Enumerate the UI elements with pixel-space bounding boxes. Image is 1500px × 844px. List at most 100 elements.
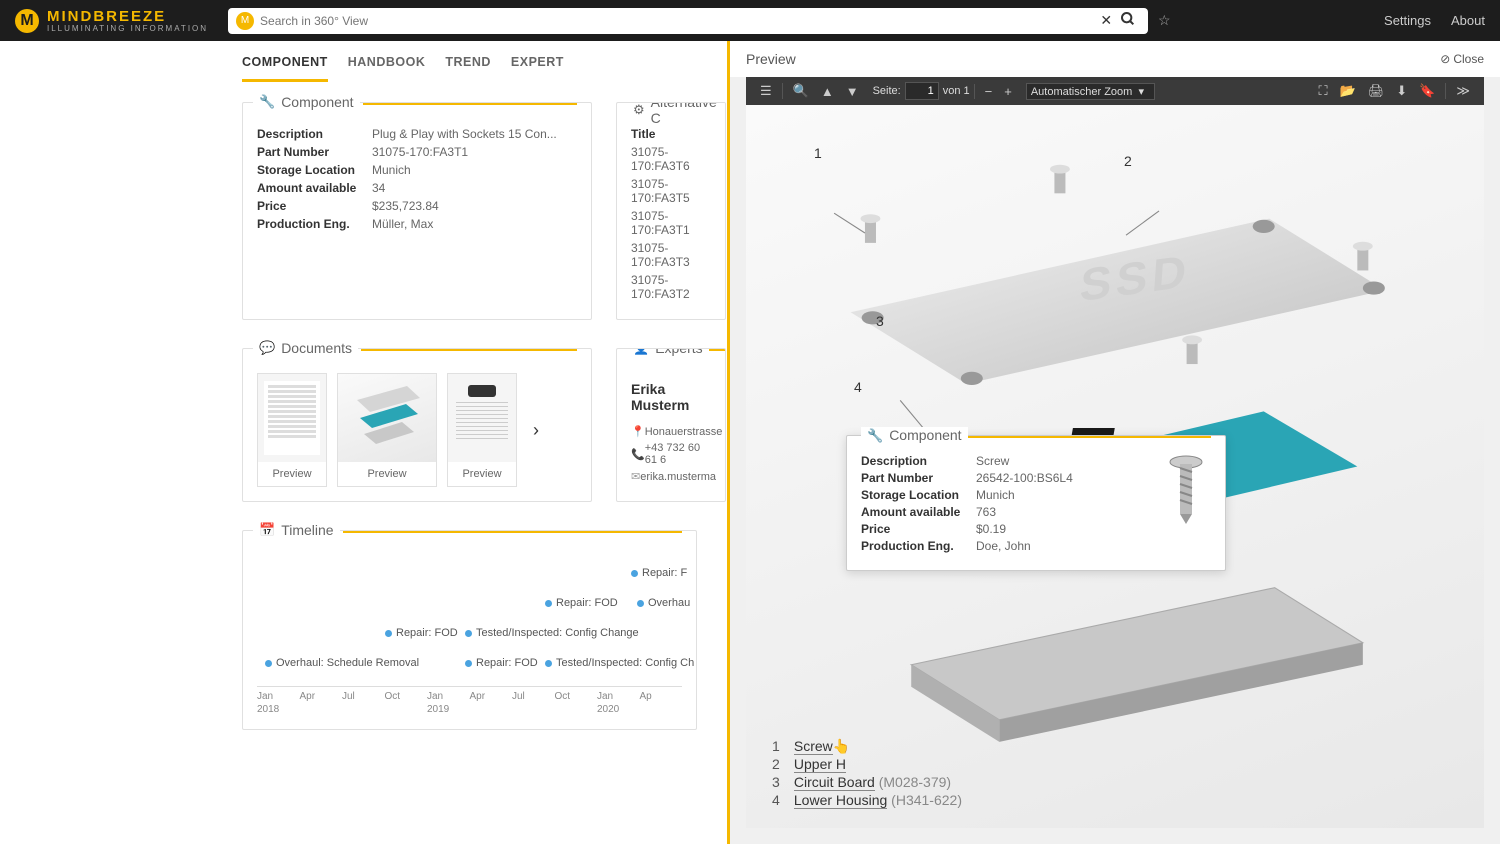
bookmark-icon[interactable]: 🔖 (1413, 83, 1441, 99)
page-up-icon[interactable]: ▲ (815, 84, 840, 99)
kv-label: Amount available (861, 505, 976, 519)
timeline-event[interactable]: Repair: FOD (385, 627, 458, 639)
kv-label: Part Number (861, 471, 976, 485)
alt-title-label: Title (631, 127, 711, 141)
tab-trend[interactable]: TREND (445, 55, 491, 82)
part-link-screw[interactable]: Screw (794, 738, 833, 755)
kv-value: Munich (372, 163, 411, 177)
search-input[interactable] (260, 14, 1096, 28)
about-link[interactable]: About (1451, 13, 1485, 28)
kv-value: Munich (976, 488, 1015, 502)
callout-4: 4 (854, 379, 862, 395)
kv-value: Doe, John (976, 539, 1031, 553)
pdf-toolbar: ☰ 🔍 ▲ ▼ Seite: von 1 − + Automatischer Z… (746, 77, 1484, 105)
left-panel: COMPONENT HANDBOOK TREND EXPERT 🔧Compone… (0, 41, 730, 844)
timeline-tick: Apr (300, 687, 343, 715)
timeline-tick: Ap (640, 687, 683, 715)
doc-label-1: Preview (258, 462, 326, 486)
kv-label: Storage Location (257, 163, 372, 177)
part-link-upper[interactable]: Upper H (794, 756, 846, 773)
timeline-card: 📅Timeline Jan2018AprJulOctJan2019AprJulO… (242, 530, 697, 730)
tab-expert[interactable]: EXPERT (511, 55, 564, 82)
popup-title: Component (889, 427, 961, 443)
timeline-tick: Oct (385, 687, 428, 715)
kv-value: Plug & Play with Sockets 15 Con... (372, 127, 557, 141)
timeline-tick: Jan2020 (597, 687, 640, 715)
zoom-select[interactable]: Automatischer Zoom ▾ (1026, 83, 1155, 100)
preview-title: Preview (746, 51, 796, 67)
part-code-3: (M028-379) (879, 774, 951, 790)
documents-card-title: Documents (281, 340, 352, 356)
callout-1: 1 (814, 145, 822, 161)
alternative-item[interactable]: 31075-170:FA3T1 (631, 209, 711, 237)
phone-icon: 📞 (631, 448, 645, 461)
kv-value: 31075-170:FA3T1 (372, 145, 468, 159)
timeline-event[interactable]: Repair: F (631, 567, 687, 579)
kv-value: $235,723.84 (372, 199, 439, 213)
sidebar-toggle-icon[interactable]: ☰ (754, 83, 778, 99)
kv-label: Price (257, 199, 372, 213)
parts-list: 1 Screw 👆 2 Upper H 3 Circuit Board (M02… (772, 738, 962, 810)
alternative-item[interactable]: 31075-170:FA3T6 (631, 145, 711, 173)
kv-label: Price (861, 522, 976, 536)
page-down-icon[interactable]: ▼ (840, 84, 865, 99)
document-thumb-2[interactable]: Preview (337, 373, 437, 487)
timeline-event[interactable]: Overhaul: Schedule Removal (265, 657, 419, 669)
expert-phone: +43 732 60 61 6 (645, 442, 711, 466)
timeline-event[interactable]: Repair: FOD (545, 597, 618, 609)
expert-name: Erika Musterm (631, 381, 711, 413)
page-number-input[interactable] (905, 82, 939, 100)
kv-label: Production Eng. (861, 539, 976, 553)
kv-label: Production Eng. (257, 217, 372, 231)
open-file-icon[interactable]: 📂 (1334, 83, 1362, 99)
timeline-tick: Apr (470, 687, 513, 715)
person-icon: 👤 (633, 348, 649, 356)
tab-component[interactable]: COMPONENT (242, 55, 328, 82)
timeline-tick: Jan2019 (427, 687, 470, 715)
presentation-icon[interactable]: ⛶ (1312, 83, 1333, 99)
timeline-event[interactable]: Tested/Inspected: Config Change (465, 627, 639, 639)
logo-icon: M (15, 9, 39, 33)
documents-next-icon[interactable]: › (533, 420, 539, 441)
calendar-icon: 📅 (259, 522, 275, 538)
alternative-item[interactable]: 31075-170:FA3T5 (631, 177, 711, 205)
alternative-card-title: Alternative C (651, 102, 719, 126)
alternative-item[interactable]: 31075-170:FA3T2 (631, 273, 711, 301)
search-icon[interactable] (1116, 11, 1140, 30)
favorite-icon[interactable]: ☆ (1158, 12, 1171, 29)
timeline-event[interactable]: Tested/Inspected: Config Ch (545, 657, 694, 669)
expert-address: Honauerstrasse (645, 426, 723, 438)
timeline-event[interactable]: Overhau (637, 597, 690, 609)
kv-label: Description (257, 127, 372, 141)
chat-icon: 💬 (259, 340, 275, 356)
zoom-in-icon[interactable]: + (998, 84, 1018, 99)
timeline-tick: Jan2018 (257, 687, 300, 715)
brand-logo: M MINDBREEZE ILLUMINATING INFORMATION (15, 9, 208, 33)
download-icon[interactable]: ⬇ (1390, 83, 1413, 99)
alternative-item[interactable]: 31075-170:FA3T3 (631, 241, 711, 269)
find-icon[interactable]: 🔍 (782, 83, 815, 99)
close-button[interactable]: Close (1440, 52, 1484, 66)
settings-link[interactable]: Settings (1384, 13, 1431, 28)
document-thumb-3[interactable]: Preview (447, 373, 517, 487)
kv-value: 26542-100:BS6L4 (976, 471, 1073, 485)
search-clear-icon[interactable]: ✕ (1096, 12, 1116, 29)
zoom-out-icon[interactable]: − (974, 84, 999, 99)
kv-value: 34 (372, 181, 385, 195)
print-icon[interactable]: 🖨 (1362, 83, 1391, 99)
part-link-lower[interactable]: Lower Housing (794, 792, 887, 809)
tools-icon[interactable]: ≫ (1445, 83, 1476, 99)
part-link-circuit[interactable]: Circuit Board (794, 774, 875, 791)
kv-label: Storage Location (861, 488, 976, 502)
kv-value: Screw (976, 454, 1009, 468)
document-thumb-1[interactable]: Preview (257, 373, 327, 487)
search-box[interactable]: M ✕ (228, 8, 1148, 34)
timeline-tick: Oct (555, 687, 598, 715)
kv-value: 763 (976, 505, 996, 519)
component-popup: 🔧Component DescriptionScrewPart Number26… (846, 435, 1226, 571)
expert-email: erika.musterma (640, 471, 716, 483)
tab-handbook[interactable]: HANDBOOK (348, 55, 426, 82)
timeline-event[interactable]: Repair: FOD (465, 657, 538, 669)
documents-card: 💬Documents Preview (242, 348, 592, 502)
kv-label: Description (861, 454, 976, 468)
